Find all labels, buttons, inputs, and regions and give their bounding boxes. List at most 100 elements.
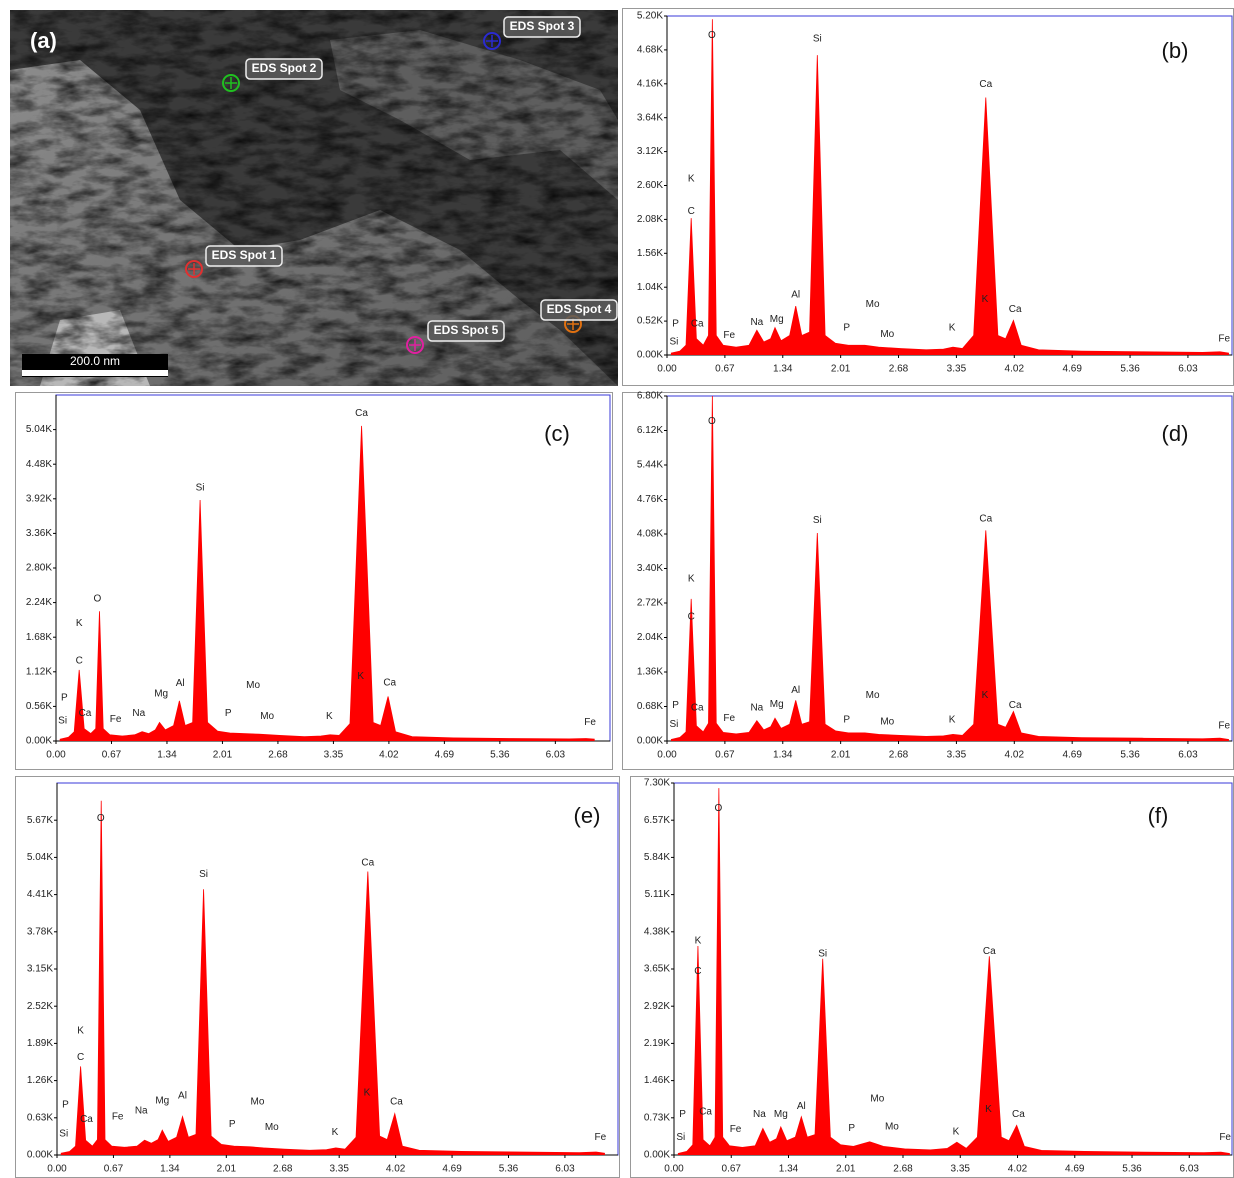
sem-image: (a) EDS Spot 1 EDS Spot 2 EDS Spot 3 EDS Spo…: [10, 10, 618, 386]
peak-label: O: [715, 803, 723, 814]
spectrum-area: [677, 788, 1230, 1155]
y-tick-label: 1.04K: [637, 282, 663, 293]
y-tick-label: 2.19K: [644, 1038, 670, 1049]
peak-label: Fe: [594, 1132, 606, 1143]
peak-label: Si: [669, 337, 678, 348]
spectrum-panel: 0.00K0.56K1.12K1.68K2.24K2.80K3.36K3.92K…: [15, 392, 613, 770]
peak-label: Mg: [155, 1095, 169, 1106]
peak-label: Mg: [154, 689, 168, 700]
y-tick-label: 0.00K: [637, 350, 663, 361]
peak-label: Fe: [584, 717, 596, 728]
x-tick-label: 5.36: [1122, 1164, 1142, 1175]
peak-label: K: [949, 714, 956, 725]
y-tick-label: 6.80K: [637, 391, 663, 402]
peak-label: P: [843, 322, 850, 333]
spot-label-box: [540, 299, 618, 321]
y-tick-label: 0.00K: [26, 736, 52, 747]
peak-label: K: [357, 671, 364, 682]
peak-label: Ca: [361, 857, 374, 868]
x-tick-label: 4.69: [1062, 364, 1082, 375]
x-tick-label: 4.69: [442, 1164, 462, 1175]
y-tick-label: 2.60K: [637, 180, 663, 191]
x-tick-label: 2.68: [273, 1164, 293, 1175]
peak-label: P: [672, 700, 679, 711]
peak-label: Ca: [691, 703, 704, 714]
x-tick-label: 2.01: [831, 364, 851, 375]
x-tick-label: 6.03: [1178, 364, 1198, 375]
peak-label: P: [62, 1099, 69, 1110]
peak-label: Ca: [355, 408, 368, 419]
peak-label: O: [708, 30, 716, 41]
peak-label: P: [679, 1109, 686, 1120]
panel-frame: [622, 392, 1234, 770]
x-tick-label: 2.68: [889, 364, 909, 375]
peak-label: Mo: [885, 1122, 899, 1133]
x-tick-label: 2.01: [217, 1164, 237, 1175]
peak-label: Ca: [979, 513, 992, 524]
peak-label: Mo: [880, 716, 894, 727]
y-tick-label: 2.08K: [637, 214, 663, 225]
y-tick-label: 3.92K: [26, 493, 52, 504]
spot-label: EDS Spot 4: [547, 302, 612, 316]
peak-label: Mo: [265, 1122, 279, 1133]
peak-label: C: [77, 1052, 84, 1063]
peak-label: Si: [58, 715, 67, 726]
peak-label: P: [843, 714, 850, 725]
x-tick-label: 5.36: [490, 750, 510, 761]
y-tick-label: 3.36K: [26, 528, 52, 539]
spot-marker: [406, 336, 424, 354]
spot-label-box: [503, 16, 581, 38]
x-tick-label: 0.67: [715, 364, 735, 375]
peak-label: Si: [813, 515, 822, 526]
y-tick-label: 4.76K: [637, 494, 663, 505]
y-tick-label: 2.92K: [644, 1001, 670, 1012]
peak-label: P: [672, 318, 679, 329]
y-tick-label: 1.36K: [637, 667, 663, 678]
peak-label: Mo: [260, 711, 274, 722]
x-tick-label: 4.69: [1065, 1164, 1085, 1175]
y-tick-label: 4.48K: [26, 459, 52, 470]
scale-bar: [22, 370, 168, 376]
panel-label: (e): [574, 803, 601, 828]
spot-label: EDS Spot 2: [252, 61, 317, 75]
peak-label: O: [708, 416, 716, 427]
x-tick-label: 0.00: [46, 750, 66, 761]
peak-label: Mg: [770, 699, 784, 710]
y-tick-label: 1.12K: [26, 666, 52, 677]
y-tick-label: 0.68K: [637, 701, 663, 712]
y-tick-label: 5.04K: [26, 424, 52, 435]
peak-label: Na: [750, 703, 763, 714]
x-tick-label: 0.67: [102, 750, 122, 761]
spot-label-box: [245, 58, 323, 80]
x-tick-label: 5.36: [499, 1164, 519, 1175]
x-tick-label: 2.68: [889, 750, 909, 761]
x-tick-label: 4.02: [1005, 364, 1025, 375]
peak-label: C: [76, 655, 83, 666]
peak-label: K: [77, 1026, 84, 1037]
peak-label: Fe: [1218, 720, 1230, 731]
peak-label: Na: [753, 1109, 766, 1120]
peak-label: Ca: [691, 318, 704, 329]
x-tick-label: 0.00: [657, 750, 677, 761]
y-tick-label: 2.72K: [637, 598, 663, 609]
y-tick-label: 0.00K: [27, 1150, 53, 1161]
y-tick-label: 3.40K: [637, 563, 663, 574]
x-tick-label: 1.34: [773, 750, 793, 761]
x-tick-label: 4.02: [386, 1164, 406, 1175]
peak-label: Ca: [979, 79, 992, 90]
peak-label: Si: [676, 1132, 685, 1143]
y-tick-label: 2.80K: [26, 563, 52, 574]
peak-label: K: [688, 573, 695, 584]
peak-label: K: [364, 1088, 371, 1099]
y-tick-label: 1.46K: [644, 1075, 670, 1086]
spot-label-box: [205, 245, 283, 267]
panel-frame: [15, 776, 620, 1178]
y-tick-label: 4.08K: [637, 529, 663, 540]
x-tick-label: 6.03: [555, 1164, 575, 1175]
peak-label: Al: [791, 290, 800, 301]
spot-marker: [185, 260, 203, 278]
panel-label: (c): [544, 421, 570, 446]
peak-label: Na: [135, 1105, 148, 1116]
peak-label: Mg: [770, 314, 784, 325]
